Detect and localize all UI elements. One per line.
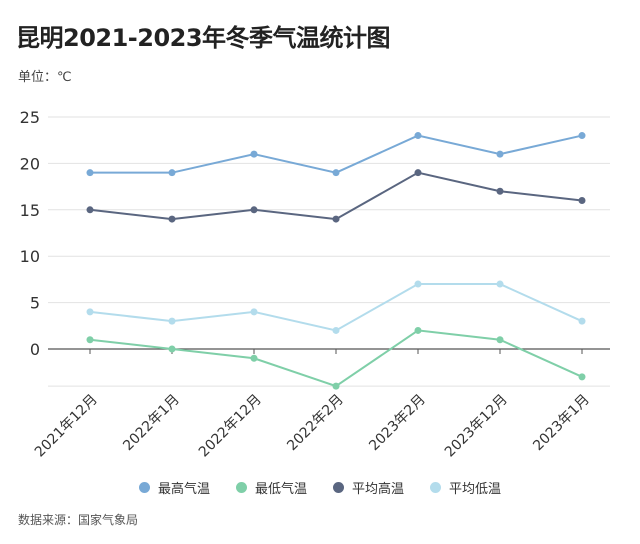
- data-point: [414, 326, 422, 334]
- data-point: [496, 336, 504, 344]
- data-point: [414, 280, 422, 288]
- x-tick-label: 2022年2月: [284, 392, 347, 455]
- chart-title: 昆明2021-2023年冬季气温统计图: [16, 24, 391, 52]
- legend-marker-icon: [333, 482, 344, 493]
- line-chart: 0 5 10 15 20 25 2021年12月 2022年1月 2022年12月 2022年2月…: [20, 108, 610, 461]
- data-point: [578, 197, 586, 205]
- data-point: [496, 150, 504, 158]
- data-point: [168, 317, 176, 325]
- legend-item[interactable]: 平均高温: [333, 478, 404, 497]
- series-line-2: [89, 171, 583, 221]
- y-tick-label: 15: [20, 201, 40, 220]
- legend-label: 最低气温: [254, 482, 307, 497]
- series-line-0: [90, 134, 583, 174]
- data-point: [168, 215, 176, 223]
- y-tick-label: 5: [30, 294, 40, 313]
- data-point: [332, 326, 340, 334]
- data-point: [578, 132, 586, 140]
- data-point: [250, 150, 258, 158]
- legend-item[interactable]: 平均低温: [430, 478, 501, 497]
- legend-item[interactable]: 最高气温: [138, 478, 210, 497]
- legend-marker-icon: [235, 482, 247, 493]
- x-tick-label: 2023年12月: [442, 392, 511, 461]
- y-tick-label: 0: [30, 340, 40, 359]
- data-point: [250, 354, 258, 362]
- legend: 最高气温 最低气温 平均高温 平均低温: [0, 478, 640, 497]
- legend-item[interactable]: 最低气温: [235, 478, 307, 497]
- data-point: [578, 317, 586, 325]
- data-point: [332, 169, 340, 177]
- y-tick-label: 25: [20, 108, 40, 127]
- x-tick-label: 2022年1月: [120, 392, 183, 455]
- data-point: [414, 169, 422, 177]
- source-note: 数据来源：国家气象局: [18, 513, 139, 527]
- x-tick-label: 2023年1月: [530, 392, 593, 455]
- data-point: [168, 169, 176, 177]
- data-point: [86, 206, 94, 214]
- x-tick-label: 2022年12月: [196, 392, 265, 461]
- y-tick-label: 20: [20, 154, 40, 173]
- legend-label: 平均低温: [449, 482, 502, 497]
- data-point: [332, 215, 340, 223]
- x-tick-label: 2021年12月: [32, 392, 101, 461]
- legend-label: 最高气温: [157, 482, 210, 497]
- data-point: [414, 132, 422, 140]
- data-point: [86, 308, 94, 316]
- data-point: [86, 336, 94, 344]
- data-point: [496, 187, 504, 195]
- series-line-3: [89, 283, 583, 332]
- legend-marker-icon: [430, 482, 442, 493]
- data-point: [250, 206, 258, 214]
- data-point: [86, 169, 94, 177]
- data-point: [578, 373, 586, 381]
- data-point: [332, 382, 340, 390]
- legend-marker-icon: [138, 482, 150, 493]
- series-line-1: [89, 329, 583, 388]
- legend-label: 平均高温: [352, 482, 405, 497]
- data-point: [168, 345, 176, 353]
- data-point: [250, 308, 258, 316]
- x-tick-label: 2023年2月: [366, 392, 429, 455]
- y-tick-label: 10: [20, 247, 40, 266]
- y-axis-unit: 单位：℃: [18, 70, 72, 85]
- data-point: [496, 280, 504, 288]
